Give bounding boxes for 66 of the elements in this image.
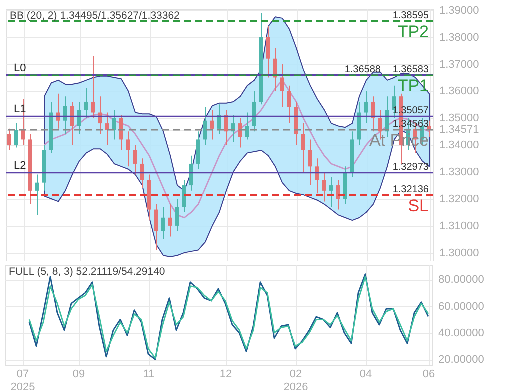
annotation: 1.38595 (392, 10, 430, 22)
x-tick-label: 06 (422, 368, 436, 380)
candlestick (14, 123, 18, 148)
candlestick (8, 128, 12, 151)
x-tick-label: 12 (220, 368, 232, 380)
candlestick (112, 110, 116, 140)
y-tick-label: 40.00000 (438, 328, 484, 340)
candlestick (70, 101, 74, 146)
annotation: FULL (5, 8, 3) 52.21119/54.29140 (9, 266, 166, 278)
y-tick-label: 1.39000 (440, 4, 480, 17)
candlestick (266, 26, 270, 78)
candlestick (84, 88, 88, 119)
y-tick-label: 1.38000 (440, 32, 480, 44)
candlestick (176, 198, 180, 232)
ref-line-label: SL (408, 196, 429, 216)
y-tick-label: 1.34000 (440, 140, 480, 152)
candlestick (288, 85, 292, 124)
candlestick (190, 155, 194, 192)
candlestick (280, 64, 284, 108)
annotation: 1.36588 (344, 64, 382, 76)
y-tick-label: 1.36000 (440, 86, 480, 98)
candlestick (322, 172, 326, 202)
candlestick (302, 123, 306, 173)
candlestick (154, 204, 158, 251)
annotation: 1.32973 (392, 162, 430, 173)
candlestick (36, 174, 40, 216)
candlestick (336, 180, 340, 210)
y-tick-label: 80.00000 (438, 274, 484, 286)
candlestick (210, 110, 214, 140)
candlestick (92, 56, 96, 119)
candlestick (364, 90, 368, 124)
candlestick (308, 139, 312, 186)
ref-line-label: L2 (14, 160, 26, 172)
y-tick-label: 60.00000 (438, 300, 484, 313)
annotation: BB (20, 2) 1.34495/1.35627/1.33362 (10, 10, 180, 22)
x-tick-label: 04 (360, 368, 372, 380)
candlestick (330, 176, 334, 208)
candlestick (126, 131, 130, 168)
candlestick (372, 96, 376, 132)
y-tick-label: 20.00000 (438, 354, 484, 366)
y-tick-label: 1.33000 (440, 166, 480, 179)
candlestick (120, 114, 124, 151)
annotation: 1.32136 (392, 184, 430, 196)
ref-line-label: At Price (369, 130, 429, 150)
candlestick (78, 101, 82, 135)
ref-line-label: L0 (14, 62, 26, 74)
y-tick-label: 1.31000 (440, 220, 480, 232)
candlestick (182, 180, 186, 213)
candlestick (246, 112, 250, 140)
x-tick-label: 09 (72, 368, 86, 380)
y-tick-label: 1.30000 (440, 247, 480, 260)
candlestick (162, 206, 166, 240)
y-tick-label: 1.37000 (440, 58, 480, 71)
candlestick (64, 96, 68, 135)
candlestick (204, 106, 208, 146)
y-tick-label: 1.35000 (440, 112, 480, 125)
candlestick (106, 112, 110, 146)
x-tick-label: 11 (143, 368, 155, 380)
candlestick (238, 118, 242, 148)
candlestick (140, 158, 144, 189)
annotation: 1.36583 (392, 64, 430, 76)
candlestick (134, 144, 138, 176)
candlestick (168, 204, 172, 238)
ref-line-label: TP2 (398, 22, 429, 42)
y-tick-label: 1.34571 (440, 124, 480, 136)
y-tick-label: 1.32000 (440, 194, 480, 206)
